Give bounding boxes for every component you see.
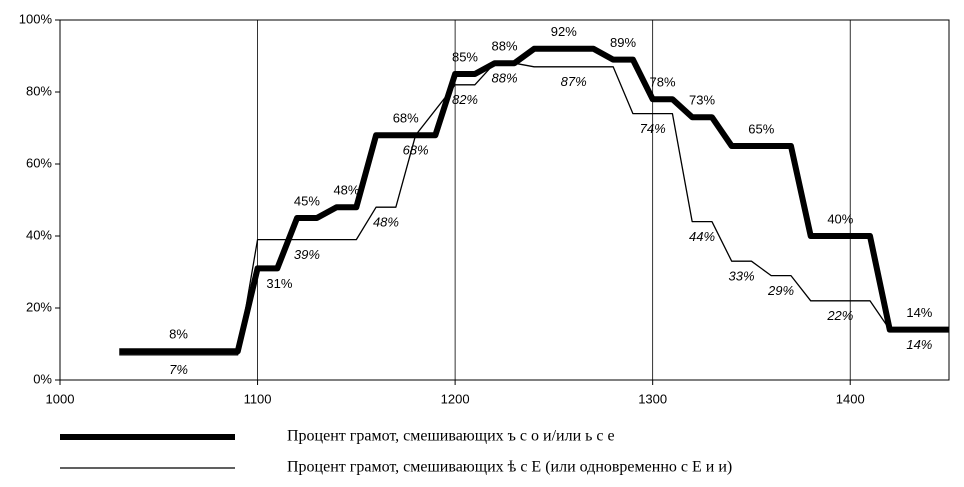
data-label: 85% xyxy=(452,49,478,64)
series-line xyxy=(119,45,949,355)
data-label: 14% xyxy=(906,305,932,320)
data-label: 39% xyxy=(294,247,320,262)
data-label: 78% xyxy=(650,75,676,90)
data-label: 92% xyxy=(551,24,577,39)
data-label: 68% xyxy=(403,143,429,158)
data-label: 48% xyxy=(373,215,399,230)
x-tick-label: 1000 xyxy=(46,391,75,406)
x-tick-label: 1300 xyxy=(638,391,667,406)
legend-label: Процент грамот, смешивающих ъ с о и/или … xyxy=(287,428,615,445)
data-label: 68% xyxy=(393,111,419,126)
data-label: 87% xyxy=(561,74,587,89)
y-tick-label: 80% xyxy=(26,83,52,98)
data-label: 89% xyxy=(610,35,636,50)
data-label: 48% xyxy=(333,183,359,198)
data-label: 74% xyxy=(640,121,666,136)
y-tick-label: 0% xyxy=(33,371,52,386)
data-label: 82% xyxy=(452,92,478,107)
data-label: 22% xyxy=(826,308,853,323)
data-label: 33% xyxy=(729,269,755,284)
y-tick-label: 20% xyxy=(26,299,52,314)
x-tick-label: 1200 xyxy=(441,391,470,406)
data-label: 40% xyxy=(827,211,853,226)
data-label: 14% xyxy=(906,337,932,352)
plot-frame xyxy=(59,19,950,381)
y-tick-label: 100% xyxy=(19,11,53,26)
data-label: 29% xyxy=(767,283,794,298)
data-label: 44% xyxy=(689,229,715,244)
data-label: 31% xyxy=(266,276,292,291)
y-tick-label: 40% xyxy=(26,227,52,242)
x-tick-label: 1100 xyxy=(244,391,272,406)
x-tick-label: 1400 xyxy=(836,391,865,406)
y-tick-label: 60% xyxy=(26,155,52,170)
data-label: 88% xyxy=(491,71,517,86)
data-label: 8% xyxy=(169,327,188,342)
data-label: 88% xyxy=(491,39,517,54)
series-line xyxy=(119,62,949,356)
data-label: 7% xyxy=(169,362,188,377)
data-label: 65% xyxy=(748,121,774,136)
data-label: 45% xyxy=(294,193,320,208)
legend-label: Процент грамот, смешивающих ѣ с Е (или о… xyxy=(287,459,732,476)
data-label: 73% xyxy=(689,93,715,108)
